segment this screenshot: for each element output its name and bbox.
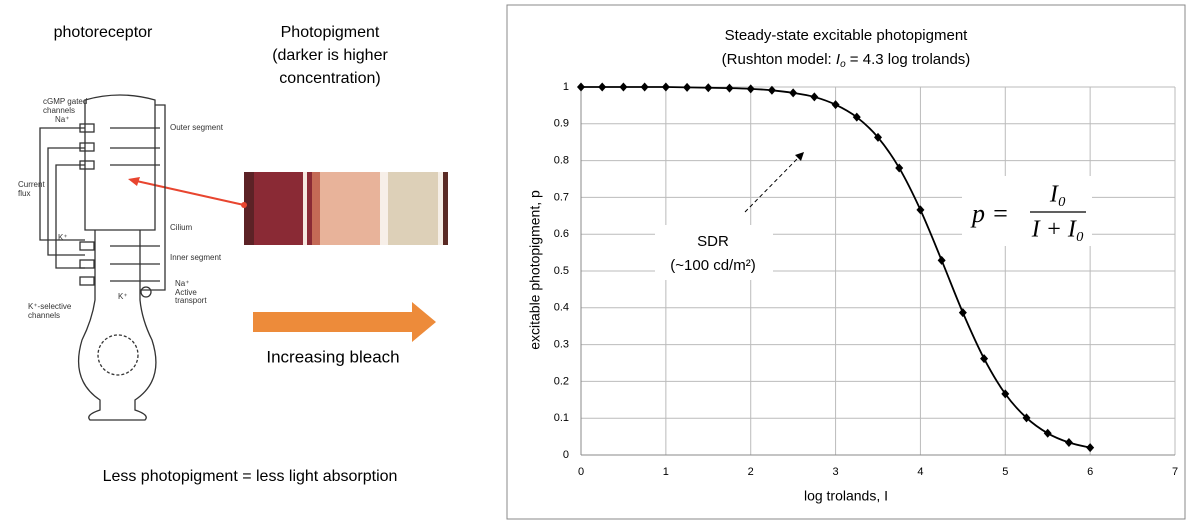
data-point [874,132,882,142]
diagram-label: Current [18,180,45,189]
caption: Less photopigment = less light absorptio… [103,468,398,485]
subtitle-part: (Rushton model: [722,51,836,68]
data-point [725,83,734,93]
formula: I₀ [1049,182,1066,208]
bleach-arrow [253,302,436,342]
y-axis-label: excitable photopigment, p [527,190,543,350]
y-tick-label: 0 [563,449,569,461]
pointer-dot [241,202,247,208]
x-tick-label: 2 [748,466,754,478]
data-point [598,82,607,92]
subtitle-part: o [840,59,846,70]
data-point [1022,413,1031,423]
data-point [810,92,819,102]
data-point [1043,428,1052,438]
data-point [1001,389,1010,399]
y-tick-label: 0.8 [554,155,569,167]
annotation-arrowhead [795,152,804,161]
data-point [577,82,585,92]
pigment-title: Photopigment [281,24,380,41]
y-tick-label: 0.7 [554,191,569,203]
x-tick-label: 7 [1172,466,1178,478]
data-point [937,255,946,265]
bleach-label: Increasing bleach [266,347,399,366]
data-point [619,82,628,92]
diagram-label: K⁺ [118,292,128,301]
data-point [831,100,840,110]
pointer-arrowhead [128,177,140,186]
pigment-title: concentration) [279,70,380,87]
x-tick-label: 6 [1087,466,1093,478]
diagram-label: Cilium [170,223,193,232]
y-tick-label: 0.5 [554,265,569,277]
data-point [704,83,713,93]
y-tick-label: 1 [563,81,569,93]
data-point [661,82,670,92]
data-point [958,308,967,318]
data-point [852,112,861,122]
data-point [980,354,989,364]
x-tick-label: 4 [917,466,923,478]
formula: I + I₀ [1031,217,1085,243]
pigment-strip [244,172,448,245]
diagram-label: K⁺-selective [28,302,72,311]
diagram-label: transport [175,296,207,305]
data-point [683,82,692,92]
data-point [767,85,776,95]
data-point [1086,443,1095,453]
x-tick-label: 1 [663,466,669,478]
annotation-arrow [744,155,801,213]
y-tick-label: 0.1 [554,412,569,424]
diagram-label: channels [28,311,60,320]
diagram-label: cGMP gated [43,97,87,106]
annotation-box [655,225,773,280]
diagram-label: Outer segment [170,123,224,132]
chart-subtitle: (Rushton model: Io = 4.3 log trolands) [722,51,971,70]
chart-frame [506,4,1186,520]
data-point [916,205,925,215]
data-point [1064,437,1073,447]
photoreceptor-label: photoreceptor [54,24,153,41]
photoreceptor-diagram [39,94,166,421]
formula: p = [970,199,1009,228]
data-point [640,82,649,92]
y-tick-label: 0.6 [554,228,569,240]
x-tick-label: 3 [833,466,839,478]
subtitle-part: I [836,51,840,68]
diagram-label: Inner segment [170,253,222,262]
y-tick-label: 0.9 [554,118,569,130]
y-tick-label: 0.2 [554,375,569,387]
pigment-title: (darker is higher [272,47,388,64]
diagram-label: Na⁺ [55,115,69,124]
diagram-label: Active [175,288,197,297]
diagram-label: channels [43,106,75,115]
y-tick-label: 0.3 [554,339,569,351]
diagram-label: flux [18,189,30,198]
chart-title: Steady-state excitable photopigment [725,27,968,44]
diagram-label: K⁺ [58,233,68,242]
x-tick-label: 5 [1002,466,1008,478]
annotation: (~100 cd/m²) [670,257,755,274]
data-point [895,163,904,173]
data-point [746,84,755,94]
x-axis-label: log trolands, I [804,488,888,504]
data-point [789,88,798,98]
diagram-label: Na⁺ [175,279,189,288]
y-tick-label: 0.4 [554,302,569,314]
annotation: SDR [697,233,729,250]
subtitle-part: = 4.3 log trolands) [846,51,971,68]
formula-box [962,176,1092,246]
pointer-arrow [131,179,245,206]
x-tick-label: 0 [578,466,584,478]
